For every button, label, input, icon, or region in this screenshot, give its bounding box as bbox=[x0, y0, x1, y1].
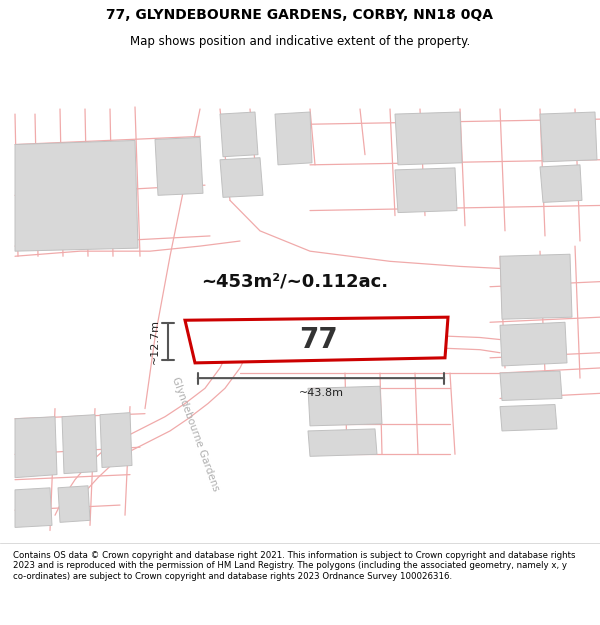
Polygon shape bbox=[500, 371, 562, 401]
Text: Glyndebourne Gardens: Glyndebourne Gardens bbox=[170, 376, 220, 492]
Polygon shape bbox=[500, 322, 567, 366]
Polygon shape bbox=[155, 138, 203, 195]
Text: 77: 77 bbox=[299, 326, 338, 354]
Polygon shape bbox=[308, 386, 382, 426]
Text: ~453m²/~0.112ac.: ~453m²/~0.112ac. bbox=[202, 272, 389, 291]
Polygon shape bbox=[58, 486, 90, 522]
Polygon shape bbox=[220, 158, 263, 198]
Polygon shape bbox=[62, 415, 97, 474]
Polygon shape bbox=[275, 112, 312, 165]
Polygon shape bbox=[15, 417, 57, 478]
Polygon shape bbox=[395, 112, 462, 165]
Polygon shape bbox=[15, 141, 138, 251]
Polygon shape bbox=[540, 165, 582, 202]
Polygon shape bbox=[220, 112, 258, 157]
Polygon shape bbox=[500, 254, 572, 319]
Text: Contains OS data © Crown copyright and database right 2021. This information is : Contains OS data © Crown copyright and d… bbox=[13, 551, 576, 581]
Text: 77, GLYNDEBOURNE GARDENS, CORBY, NN18 0QA: 77, GLYNDEBOURNE GARDENS, CORBY, NN18 0Q… bbox=[107, 8, 493, 22]
Text: Map shows position and indicative extent of the property.: Map shows position and indicative extent… bbox=[130, 35, 470, 48]
Text: ~43.8m: ~43.8m bbox=[299, 388, 343, 398]
Polygon shape bbox=[308, 429, 377, 456]
Polygon shape bbox=[540, 112, 597, 162]
Polygon shape bbox=[185, 317, 448, 363]
Polygon shape bbox=[500, 404, 557, 431]
Polygon shape bbox=[15, 488, 52, 528]
Polygon shape bbox=[395, 168, 457, 212]
Text: ~12.7m: ~12.7m bbox=[150, 319, 160, 364]
Polygon shape bbox=[100, 412, 132, 468]
